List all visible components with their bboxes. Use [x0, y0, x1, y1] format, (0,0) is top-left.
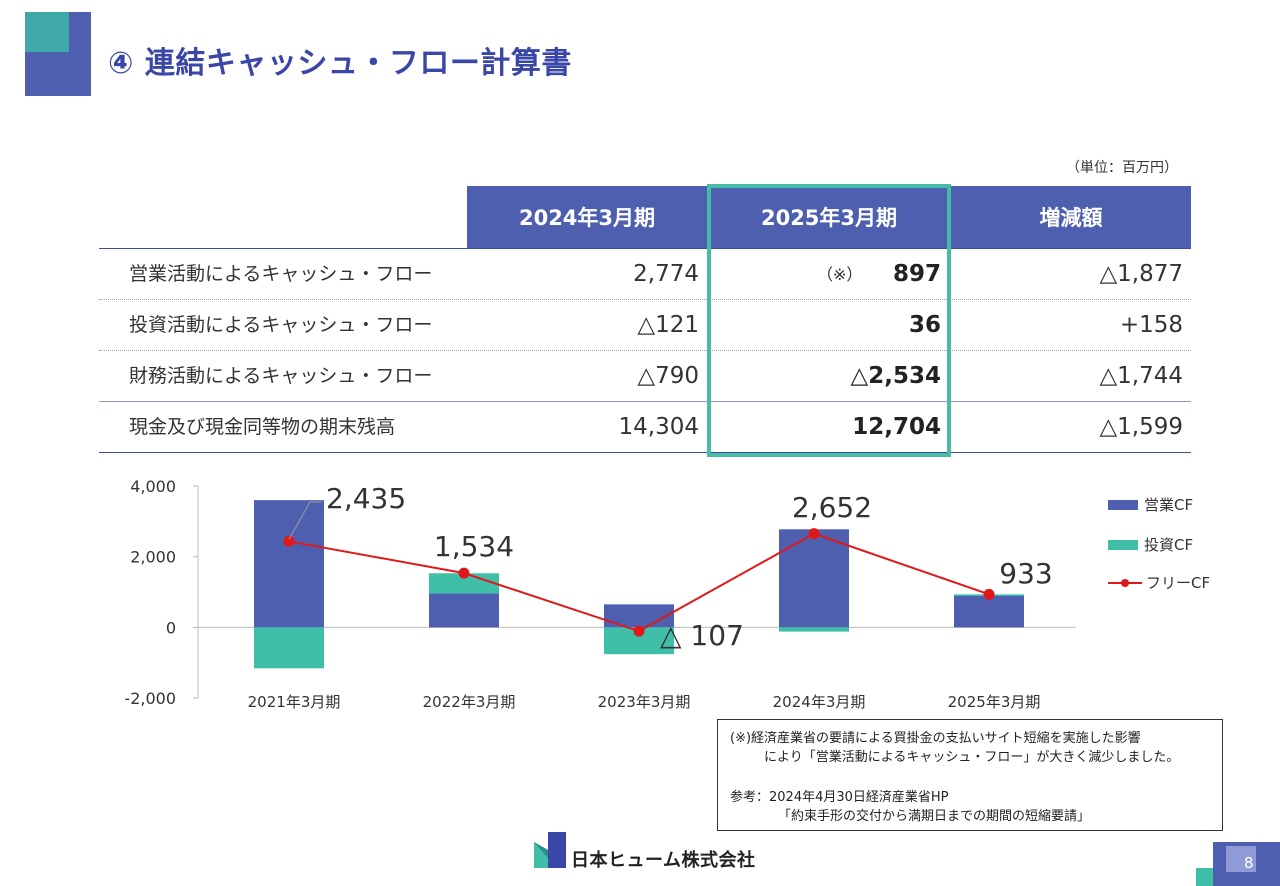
- legend-free-cf: フリーCF: [1108, 572, 1210, 593]
- note-line-1: (※)経済産業省の要請による買掛金の支払いサイト短縮を実施した影響: [730, 731, 1141, 746]
- x-tick-label: 2025年3月期: [948, 693, 1041, 710]
- page-number: 8: [1244, 854, 1254, 872]
- legend-investing-cf: 投資CF: [1108, 534, 1193, 555]
- table-header-line: [99, 248, 1191, 249]
- y-tick-label: 2,000: [130, 548, 176, 567]
- note-line-3: 参考：2024年4月30日経済産業省HP: [730, 790, 949, 805]
- y-tick-label: 4,000: [130, 477, 176, 496]
- legend-line-marker: [1108, 578, 1142, 587]
- legend-label: フリーCF: [1146, 574, 1211, 592]
- point-free-cf: [458, 567, 470, 579]
- note-mark: （※）: [817, 265, 863, 284]
- cell-fy2024: 14,304: [618, 414, 699, 440]
- bar-investing-cf: [779, 627, 849, 632]
- fy2025-highlight-box: [707, 184, 951, 457]
- table-row-investing: 投資活動によるキャッシュ・フロー △121 36 +158: [99, 300, 1191, 351]
- company-logo: [534, 832, 566, 868]
- cell-fy2024: 2,774: [633, 261, 699, 287]
- row-label: 営業活動によるキャッシュ・フロー: [129, 263, 433, 285]
- cell-fy2025: △2,534: [850, 363, 941, 389]
- free-cf-data-label: 933: [999, 557, 1052, 590]
- cell-change: △1,599: [1099, 414, 1183, 440]
- y-tick-label: 0: [166, 618, 176, 637]
- title-deco-teal: [25, 12, 69, 52]
- cell-fy2025: 897: [892, 261, 941, 287]
- x-tick-label: 2023年3月期: [598, 693, 691, 710]
- company-name: 日本ヒューム株式会社: [571, 850, 756, 871]
- legend-operating-cf: 営業CF: [1108, 494, 1193, 515]
- row-divider: [99, 350, 1191, 351]
- row-divider: [99, 401, 1191, 402]
- bar-operating-cf: [429, 593, 499, 628]
- row-divider: [99, 299, 1191, 300]
- label-leader-line: [288, 501, 322, 540]
- cell-fy2025: 12,704: [852, 414, 941, 440]
- note-line-4: 「約束手形の交付から満期日までの期間の短縮要請」: [778, 809, 1091, 824]
- table-row-financing: 財務活動によるキャッシュ・フロー △790 △2,534 △1,744: [99, 351, 1191, 402]
- legend-swatch-navy: [1108, 499, 1138, 510]
- header-fy2024: 2024年3月期: [467, 186, 707, 248]
- row-label: 財務活動によるキャッシュ・フロー: [129, 365, 433, 387]
- table-bottom-line: [99, 452, 1191, 453]
- cell-fy2024: △790: [637, 363, 699, 389]
- row-label: 現金及び現金同等物の期末残高: [129, 416, 396, 438]
- bar-operating-cf: [954, 595, 1024, 628]
- legend-swatch-teal: [1108, 539, 1138, 550]
- x-tick-label: 2021年3月期: [248, 693, 341, 710]
- cash-flow-chart: 4,000 2,000 0 -2,000 2021年3月期 2022年3月期 2023年3月…: [124, 477, 1076, 710]
- free-cf-data-label: 1,534: [434, 530, 514, 563]
- bar-operating-cf: [254, 500, 324, 628]
- table-row-operating: 営業活動によるキャッシュ・フロー 2,774 （※） 897 △1,877: [99, 249, 1191, 300]
- cell-fy2024: △121: [637, 312, 699, 338]
- cell-change: △1,877: [1099, 261, 1183, 287]
- header-fy2025: 2025年3月期: [711, 186, 947, 248]
- x-tick-label: 2024年3月期: [773, 693, 866, 710]
- legend-label: 投資CF: [1144, 536, 1194, 554]
- point-free-cf: [983, 588, 995, 600]
- header-change: 増減額: [951, 186, 1191, 248]
- free-cf-data-label: 2,435: [326, 482, 406, 515]
- note-box: (※)経済産業省の要請による買掛金の支払いサイト短縮を実施した影響 により「営業…: [717, 719, 1223, 831]
- row-label: 投資活動によるキャッシュ・フロー: [129, 314, 433, 336]
- legend-label: 営業CF: [1144, 496, 1194, 514]
- y-tick-label: -2,000: [124, 689, 176, 708]
- point-free-cf: [808, 528, 820, 540]
- cell-fy2025: 36: [908, 312, 941, 338]
- free-cf-data-label: 2,652: [792, 491, 872, 524]
- page-title: ④ 連結キャッシュ・フロー計算書: [108, 46, 572, 81]
- corner-deco-light: [1226, 846, 1256, 872]
- cell-change: △1,744: [1099, 363, 1183, 389]
- note-line-2: により「営業活動によるキャッシュ・フロー」が大きく減少しました。: [764, 750, 1180, 765]
- cell-change: +158: [1119, 312, 1183, 338]
- x-tick-label: 2022年3月期: [423, 693, 516, 710]
- point-free-cf: [283, 535, 295, 547]
- bar-investing-cf: [254, 627, 324, 669]
- point-free-cf: [633, 625, 645, 637]
- free-cf-data-label: △ 107: [660, 619, 744, 652]
- unit-label: （単位：百万円）: [1066, 160, 1178, 176]
- table-row-cash-balance: 現金及び現金同等物の期末残高 14,304 12,704 △1,599: [99, 402, 1191, 453]
- corner-deco-teal: [1196, 868, 1214, 886]
- bar-operating-cf: [779, 529, 849, 628]
